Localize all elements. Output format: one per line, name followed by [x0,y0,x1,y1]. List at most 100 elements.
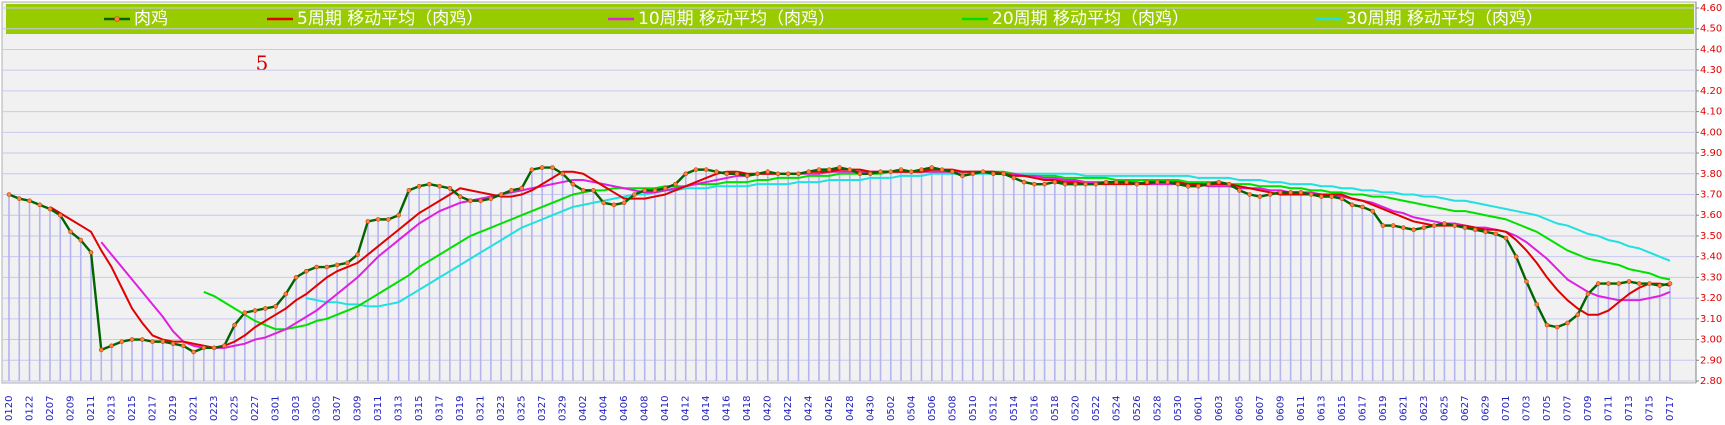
x-tick-label: 0424 [804,396,815,421]
y-tick-label: 4.00 [1700,127,1722,138]
data-point [88,250,94,255]
data-point [970,171,976,177]
data-point [539,165,545,170]
data-point [591,188,596,193]
data-point [878,169,883,175]
x-tick-label: 0211 [86,396,97,421]
data-point [990,171,996,177]
data-point [509,188,514,193]
x-tick-label: 0215 [127,396,138,421]
data-point [1554,324,1560,330]
data-point [447,185,453,191]
data-point [365,219,371,224]
y-tick-label: 3.20 [1700,293,1722,304]
x-tick-label: 0518 [1050,396,1061,421]
data-point [139,337,145,342]
x-tick-label: 0619 [1378,396,1389,421]
x-tick-label: 0309 [353,396,364,421]
data-point [437,183,442,189]
y-tick-label: 3.80 [1700,169,1722,180]
data-point [27,198,32,204]
data-point [345,260,350,266]
data-point [1503,235,1509,241]
data-point [1524,279,1529,284]
x-tick-label: 0627 [1460,396,1471,421]
x-tick-label: 0414 [701,396,712,421]
data-point [1513,254,1519,259]
data-point [293,275,299,280]
data-point [375,217,381,222]
data-point [1073,181,1078,187]
legend-label: 30周期 移动平均（肉鸡） [1346,9,1543,29]
x-tick-label: 0303 [291,396,302,421]
data-point [611,202,617,208]
data-point [898,167,904,172]
data-point [560,171,565,177]
data-point [662,185,668,191]
data-point [355,252,360,257]
data-point [703,167,709,172]
data-point [621,200,627,206]
data-point [1483,229,1488,235]
data-point [1544,322,1550,328]
x-tick-label: 0526 [1132,396,1143,421]
x-tick-label: 0426 [824,396,835,421]
data-point [550,165,555,170]
data-point [1032,181,1037,187]
data-point [1329,194,1334,199]
data-point [1360,204,1365,210]
x-tick-label: 0603 [1214,396,1225,421]
data-point [478,198,483,204]
data-point [1237,188,1242,193]
data-point [652,188,658,193]
y-tick-label: 4.20 [1700,86,1722,97]
data-point [1401,225,1406,230]
data-point [796,171,801,177]
x-tick-label: 0406 [619,396,630,421]
data-point [304,268,309,274]
data-point [1175,181,1181,187]
x-tick-label: 0307 [332,396,343,421]
data-point [1585,291,1591,297]
data-point [1114,179,1119,185]
data-point [1534,302,1540,307]
x-tick-label: 0120 [4,396,15,421]
data-point [673,181,678,187]
y-tick-label: 2.80 [1700,376,1722,387]
x-tick-label: 0506 [927,396,938,421]
data-point [1124,179,1129,185]
data-point [47,206,53,212]
data-point [1278,190,1283,195]
data-point [1042,181,1047,187]
x-tick-label: 0402 [578,396,589,421]
x-tick-label: 0122 [25,396,36,421]
data-point [1606,281,1611,286]
data-point [386,217,391,222]
data-point [693,167,699,172]
x-tick-label: 0625 [1439,396,1450,421]
data-point [1657,283,1663,288]
data-point [1001,171,1006,177]
data-point [755,171,760,177]
data-point [1011,175,1017,181]
x-tick-label: 0209 [66,396,77,421]
data-point [201,345,207,351]
x-tick-label: 0319 [455,396,466,421]
data-point [16,196,22,201]
data-point [529,167,535,172]
data-point [714,169,719,175]
data-point [806,169,812,175]
data-point [1421,225,1427,230]
data-point [119,339,125,344]
data-point [242,310,248,315]
x-tick-label: 0528 [1152,396,1163,421]
data-point [570,181,576,187]
data-point [847,167,853,172]
x-tick-label: 0408 [640,396,651,421]
data-point [263,306,268,311]
data-point [929,165,935,170]
x-tick-label: 0223 [209,396,220,421]
data-point [1472,227,1478,233]
series-line [49,168,1671,349]
x-tick-label: 0530 [1173,396,1184,421]
